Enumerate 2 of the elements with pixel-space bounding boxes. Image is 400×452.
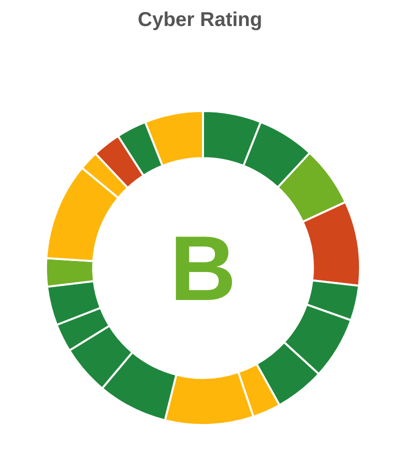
text: B [170,218,236,320]
chart-title: Cyber Rating [138,9,262,31]
